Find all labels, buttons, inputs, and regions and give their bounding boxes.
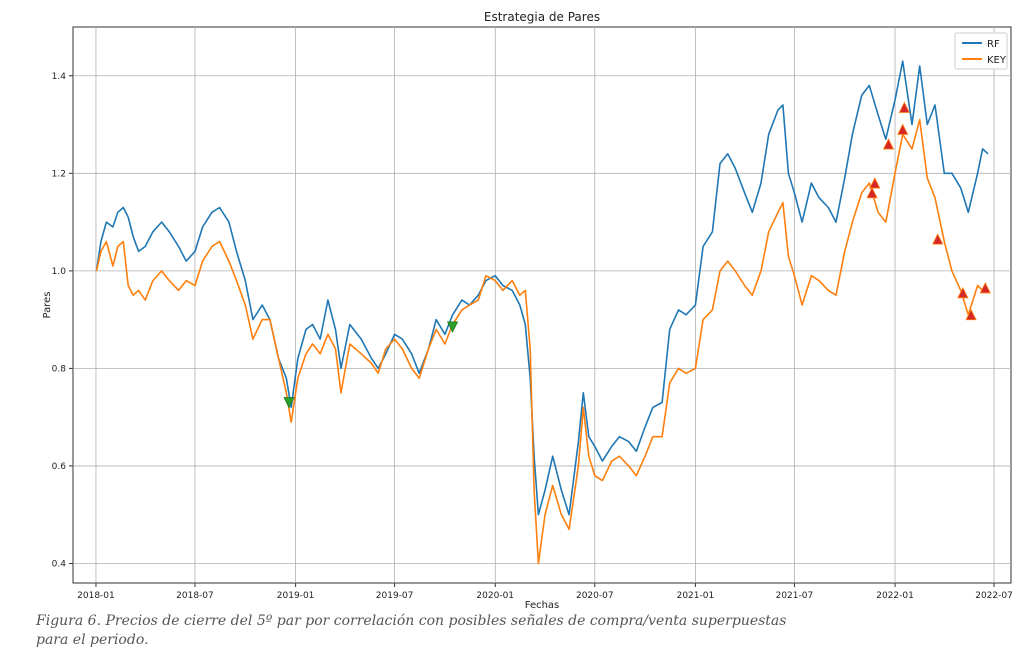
y-tick-label: 0.4 bbox=[52, 559, 67, 569]
x-tick-label: 2018-07 bbox=[176, 591, 214, 601]
legend-label-rf: RF bbox=[987, 39, 1000, 50]
y-tick-label: 1.2 bbox=[52, 169, 66, 179]
y-tick-label: 0.8 bbox=[52, 364, 67, 374]
sell-signal-marker bbox=[882, 138, 895, 150]
sell-signal-marker bbox=[932, 233, 944, 245]
x-axis-label: Fechas bbox=[525, 600, 560, 610]
sell-signal-marker bbox=[965, 308, 977, 321]
buy-signal-marker bbox=[446, 321, 459, 333]
x-tick-label: 2018-01 bbox=[77, 591, 115, 601]
x-axis-ticks: 2018-01 2018-07 2019-01 2019-07 2020-01 2020-… bbox=[77, 583, 1013, 601]
x-tick-label: 2021-01 bbox=[677, 591, 715, 601]
x-tick-label: 2020-01 bbox=[476, 591, 514, 601]
buy-signal-marker bbox=[283, 397, 295, 409]
x-tick-label: 2021-07 bbox=[776, 591, 814, 601]
chart-title: Estrategia de Pares bbox=[484, 10, 600, 24]
x-tick-label: 2019-07 bbox=[376, 591, 414, 601]
signal-markers bbox=[283, 101, 991, 409]
y-axis-label: Pares bbox=[42, 292, 53, 319]
plot-area bbox=[72, 26, 1012, 584]
y-axis-ticks: 0.4 0.6 0.8 1.0 1.2 1.4 bbox=[52, 72, 73, 569]
x-tick-label: 2022-01 bbox=[876, 591, 914, 601]
sell-signal-marker bbox=[898, 101, 910, 113]
chart-svg: 2018-01 2018-07 2019-01 2019-07 2020-01 2020-… bbox=[42, 10, 1013, 611]
grid bbox=[73, 27, 1011, 583]
legend-label-key: KEY bbox=[987, 55, 1007, 66]
series-line-key bbox=[95, 118, 988, 565]
series-lines bbox=[95, 60, 989, 565]
legend: RF KEY bbox=[954, 32, 1008, 70]
x-tick-label: 2020-07 bbox=[576, 591, 614, 601]
sell-signal-marker bbox=[979, 282, 991, 294]
y-tick-label: 1.4 bbox=[52, 72, 67, 82]
sell-signal-marker bbox=[957, 286, 969, 299]
y-tick-label: 1.0 bbox=[52, 267, 67, 277]
y-tick-label: 0.6 bbox=[52, 462, 67, 472]
x-tick-label: 2019-01 bbox=[277, 591, 315, 601]
sell-signal-marker bbox=[869, 177, 881, 189]
sell-signal-marker bbox=[897, 123, 909, 135]
series-line-rf bbox=[95, 60, 989, 516]
pairs-chart: 2018-01 2018-07 2019-01 2019-07 2020-01 2020-… bbox=[42, 10, 1013, 611]
figure-caption: Figura 6. Precios de cierre del 5º par p… bbox=[36, 613, 787, 648]
sell-signal-marker bbox=[866, 186, 878, 199]
x-tick-label: 2022-07 bbox=[975, 591, 1013, 601]
